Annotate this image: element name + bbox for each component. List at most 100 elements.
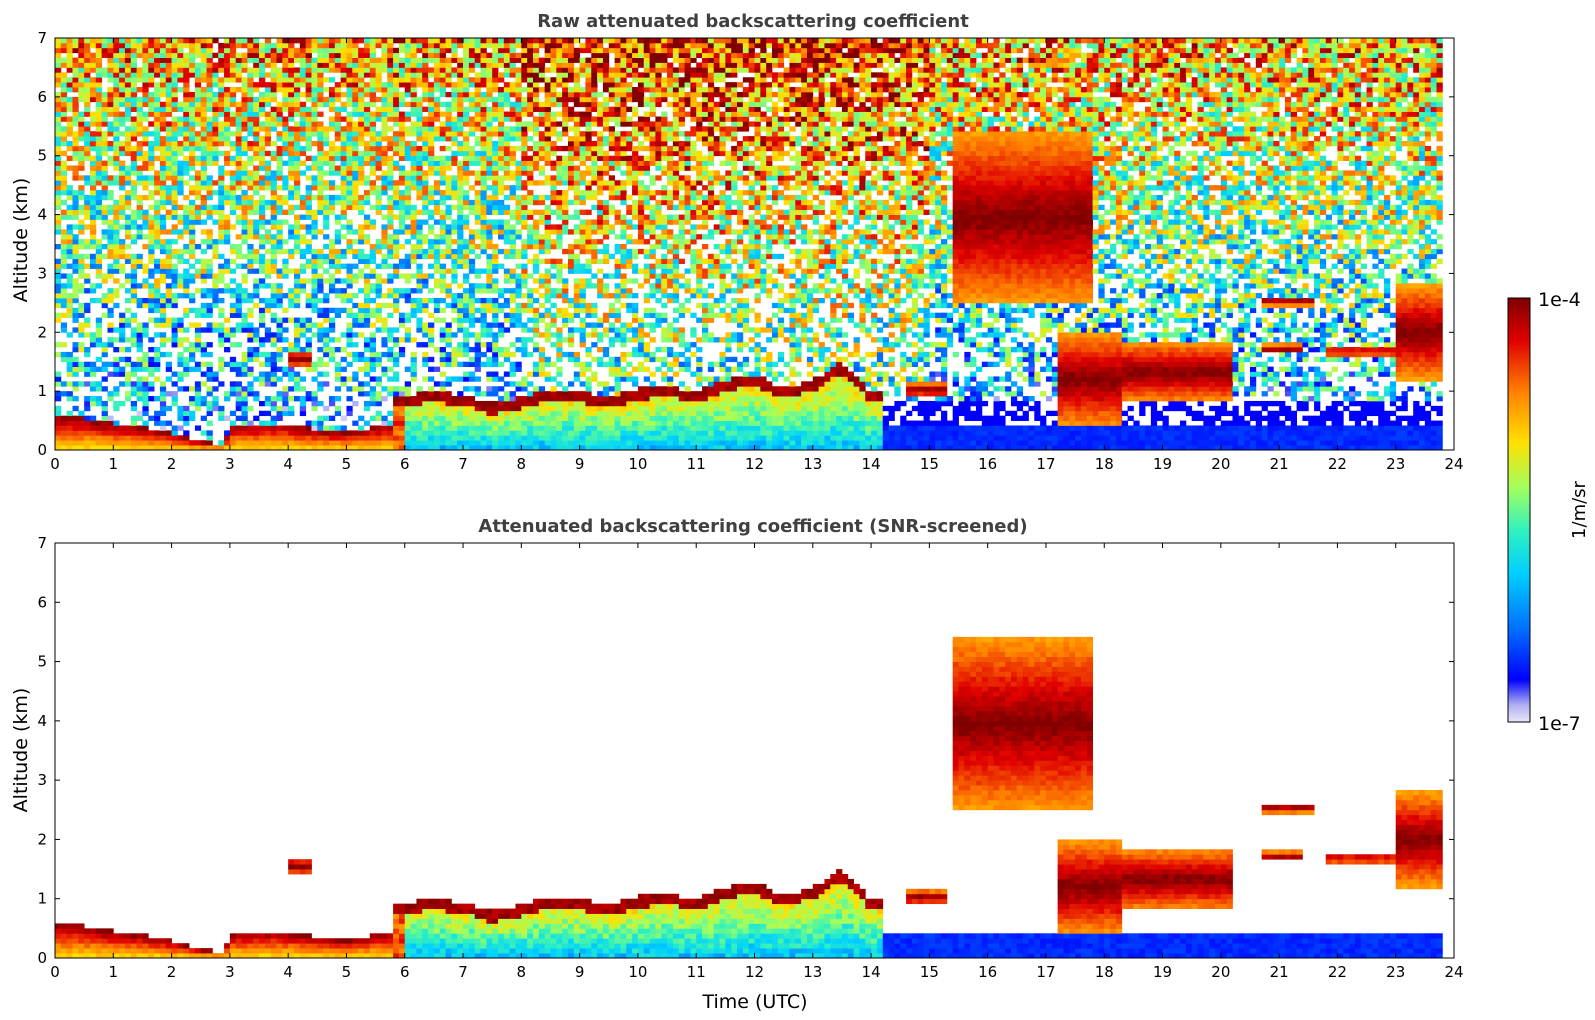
heatmap-cell — [264, 239, 272, 245]
heatmap-cell — [247, 445, 254, 451]
heatmap-cell — [363, 57, 371, 63]
heatmap-cell — [171, 229, 178, 235]
heatmap-cell — [288, 111, 295, 117]
heatmap-cell — [60, 351, 68, 358]
heatmap-cell — [299, 116, 307, 122]
heatmap-cell — [206, 141, 213, 147]
heatmap-cell — [433, 283, 441, 289]
heatmap-cell — [323, 425, 330, 431]
heatmap-cell — [253, 38, 260, 44]
heatmap-cell — [282, 145, 289, 152]
heatmap-cell — [154, 297, 161, 304]
heatmap-cell — [66, 278, 73, 284]
heatmap-cell — [183, 145, 190, 152]
heatmap-cell — [142, 366, 149, 372]
heatmap-cell — [422, 62, 429, 68]
heatmap-cell — [334, 126, 342, 132]
heatmap-cell — [503, 248, 511, 255]
heatmap-cell — [404, 116, 411, 122]
heatmap-cell — [480, 101, 487, 108]
heatmap-cell — [84, 101, 91, 108]
heatmap-cell — [410, 366, 417, 372]
heatmap-cell — [457, 307, 464, 314]
heatmap-cell — [154, 62, 161, 68]
heatmap-cell — [492, 224, 499, 230]
heatmap-cell — [369, 62, 376, 68]
heatmap-cell — [346, 268, 353, 274]
heatmap-cell — [451, 91, 458, 98]
heatmap-cell — [393, 185, 400, 191]
heatmap-cell — [474, 332, 481, 338]
heatmap-cell — [224, 57, 231, 63]
heatmap-cell — [259, 445, 266, 451]
heatmap-cell — [84, 288, 91, 294]
heatmap-cell — [200, 229, 207, 235]
heatmap-cell — [474, 307, 481, 314]
heatmap-cell — [509, 126, 516, 132]
heatmap-cell — [259, 96, 266, 103]
heatmap-cell — [224, 435, 231, 441]
heatmap-cell — [200, 312, 207, 318]
heatmap-cell — [55, 72, 62, 78]
heatmap-cell — [78, 209, 85, 215]
heatmap-cell — [294, 224, 301, 230]
heatmap-cell — [247, 131, 254, 137]
heatmap-cell — [148, 435, 155, 441]
heatmap-cell — [398, 209, 406, 215]
heatmap-cell — [358, 199, 365, 206]
heatmap-cell — [509, 420, 516, 426]
heatmap-cell — [194, 361, 202, 368]
heatmap-cell — [212, 288, 219, 294]
heatmap-cell — [363, 190, 371, 196]
heatmap-cell — [229, 160, 237, 166]
heatmap-cell — [66, 361, 73, 368]
heatmap-cell — [416, 302, 423, 309]
heatmap-cell — [218, 312, 225, 318]
heatmap-cell — [305, 347, 312, 353]
heatmap-cell — [206, 180, 213, 186]
heatmap-cell — [72, 165, 79, 171]
heatmap-cell — [515, 165, 522, 171]
heatmap-cell — [218, 342, 225, 348]
heatmap-cell — [229, 180, 237, 186]
heatmap-cell — [212, 91, 219, 98]
heatmap-cell — [224, 327, 231, 333]
heatmap-cell — [294, 327, 301, 333]
heatmap-cell — [305, 165, 312, 171]
heatmap-cell — [387, 312, 394, 318]
heatmap-cell — [165, 361, 172, 368]
heatmap-cell — [113, 38, 120, 44]
heatmap-cell — [78, 131, 85, 137]
heatmap-cell — [410, 445, 417, 451]
heatmap-cell — [375, 430, 382, 436]
heatmap-cell — [247, 268, 254, 274]
heatmap-cell — [177, 273, 184, 279]
heatmap-cell — [515, 180, 522, 186]
heatmap-cell — [451, 356, 458, 363]
heatmap-cell — [358, 229, 365, 235]
heatmap-cell — [498, 327, 505, 333]
heatmap-cell — [107, 106, 114, 112]
heatmap-cell — [311, 268, 318, 274]
heatmap-cell — [60, 91, 68, 98]
heatmap-cell — [253, 435, 260, 441]
heatmap-cell — [439, 136, 446, 142]
heatmap-cell — [317, 420, 324, 426]
heatmap-cell — [515, 322, 522, 328]
heatmap-cell — [404, 126, 411, 132]
heatmap-cell — [55, 278, 62, 284]
heatmap-cell — [451, 351, 458, 358]
heatmap-cell — [107, 244, 114, 250]
heatmap-cell — [352, 126, 359, 132]
heatmap-cell — [398, 175, 406, 181]
heatmap-cell — [369, 116, 376, 122]
heatmap-cell — [346, 332, 353, 338]
heatmap-cell — [107, 391, 114, 397]
heatmap-cell — [492, 42, 499, 49]
heatmap-cell — [89, 288, 97, 294]
heatmap-cell — [159, 337, 167, 343]
heatmap-cell — [369, 248, 376, 255]
heatmap-cell — [165, 145, 172, 152]
heatmap-cell — [323, 170, 330, 176]
heatmap-cell — [393, 248, 400, 255]
